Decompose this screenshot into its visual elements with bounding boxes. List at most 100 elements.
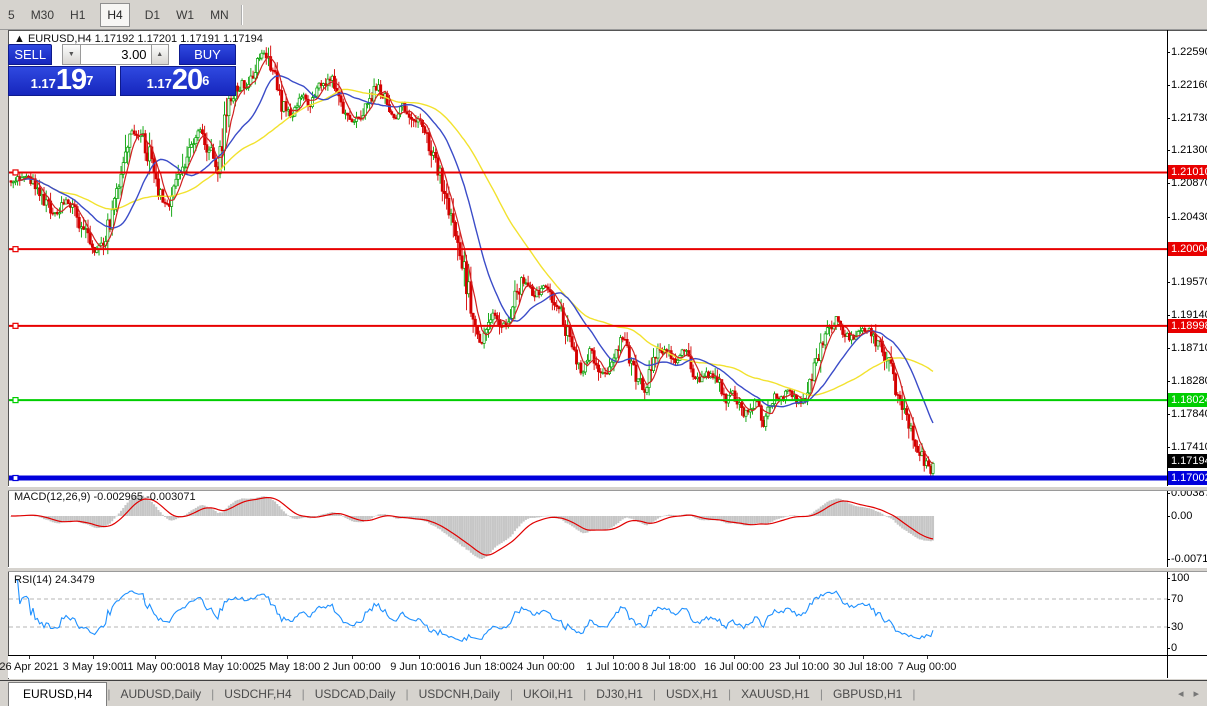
sell-quote-button[interactable]: 1.17 19 7	[8, 66, 116, 96]
volume-input[interactable]	[80, 46, 151, 63]
macd-histogram-bar	[511, 516, 514, 535]
macd-histogram-bar	[267, 497, 270, 516]
macd-histogram-bar	[667, 514, 670, 516]
macd-histogram-bar	[216, 512, 219, 516]
macd-histogram-bar	[100, 516, 103, 528]
macd-histogram-bar	[670, 514, 673, 516]
macd-histogram-bar	[606, 516, 609, 530]
macd-histogram-bar	[496, 516, 499, 546]
macd-histogram-bar	[342, 516, 345, 517]
chart-tab-usdchf[interactable]: USDCHF,H4	[224, 687, 292, 701]
timeframe-button-h1[interactable]: H1	[70, 7, 86, 22]
macd-histogram-bar	[322, 514, 325, 516]
macd-histogram-bar	[245, 498, 248, 516]
macd-histogram-bar	[619, 516, 622, 521]
chart-tab-usdcnh[interactable]: USDCNH,Daily	[418, 687, 500, 701]
macd-histogram-bar	[344, 516, 347, 518]
chart-tab-usdcad[interactable]: USDCAD,Daily	[314, 687, 396, 701]
chart-tab-gbpusd[interactable]: GBPUSD,H1	[832, 687, 903, 701]
chart-tab-dj30[interactable]: DJ30,H1	[596, 687, 643, 701]
macd-histogram-bar	[337, 513, 340, 516]
macd-histogram-bar	[441, 516, 444, 532]
macd-histogram-bar	[229, 503, 233, 516]
chart-tab-ukoil[interactable]: UKOil,H1	[523, 687, 574, 701]
macd-histogram-bar	[368, 516, 371, 519]
scroll-left-icon[interactable]: ◂	[1177, 688, 1184, 700]
chart-tab-xauusd[interactable]: XAUUSD,H1	[741, 687, 810, 701]
macd-histogram-bar	[879, 512, 882, 516]
rsi-label: RSI(14) 24.3479	[14, 574, 95, 586]
macd-indicator-canvas[interactable]	[9, 489, 1167, 567]
macd-histogram-bar	[247, 498, 250, 516]
volume-increase-icon[interactable]: ▲	[150, 44, 169, 65]
macd-histogram-bar	[593, 516, 596, 530]
macd-histogram-bar	[551, 516, 554, 517]
price-axis[interactable]: 1.22590 1.22160 1.21730 1.21300 1.20870 1.204…	[1167, 0, 1207, 678]
macd-histogram-bar	[762, 516, 765, 525]
macd-histogram-bar	[612, 516, 615, 527]
chart-ohlc-values: 1.17192 1.17201 1.17191 1.17194	[94, 33, 263, 45]
level-line-anchor	[12, 396, 19, 404]
chart-tab-eurusd[interactable]: EURUSD,H4	[8, 682, 108, 706]
panel-splitter[interactable]	[8, 567, 1207, 572]
macd-histogram-bar	[93, 516, 96, 528]
macd-histogram-bar	[830, 500, 833, 516]
timeframe-button-w1[interactable]: W1	[176, 7, 195, 22]
date-label: 7 Aug 00:00	[897, 661, 957, 673]
macd-histogram-bar	[263, 496, 266, 516]
macd-histogram-bar	[788, 515, 792, 516]
scroll-right-icon[interactable]: ▸	[1193, 688, 1199, 700]
macd-histogram-bar	[780, 516, 783, 519]
macd-histogram-bar	[232, 502, 235, 516]
date-axis[interactable]: 26 Apr 2021 3 May 19:00 11 May 00:00 18 May…	[0, 656, 1167, 678]
rsi-indicator-canvas[interactable]	[9, 571, 1167, 654]
timeframe-button-h4[interactable]: H4	[100, 2, 130, 27]
macd-histogram-bar	[777, 516, 781, 519]
macd-histogram-bar	[168, 516, 171, 521]
macd-histogram-bar	[419, 516, 422, 521]
macd-histogram-bar	[522, 516, 525, 522]
buy-quote-button[interactable]: 1.17 20 6	[120, 66, 236, 96]
macd-histogram-bar	[775, 516, 778, 520]
timeframe-button-m30[interactable]: M30	[30, 7, 55, 22]
macd-histogram-bar	[520, 516, 523, 524]
macd-histogram-bar	[698, 516, 701, 520]
macd-histogram-bar	[183, 515, 186, 516]
price-chart-canvas[interactable]	[9, 30, 1167, 486]
timeframe-button-5[interactable]: 5	[8, 7, 15, 22]
macd-histogram-bar	[91, 516, 94, 527]
macd-tick-mark	[1167, 516, 1170, 517]
price-tick-mark	[1167, 150, 1170, 151]
macd-histogram-bar	[553, 516, 556, 518]
volume-decrease-icon[interactable]: ▼	[62, 44, 81, 65]
macd-histogram-bar	[615, 516, 618, 525]
macd-histogram-bar	[78, 516, 81, 523]
price-tick-label: 1.18280	[1171, 375, 1207, 387]
macd-histogram-bar	[205, 506, 208, 516]
candles	[9, 45, 935, 477]
macd-histogram-bar	[108, 516, 112, 524]
macd-histogram-bar	[771, 516, 774, 522]
price-tick-label: 1.22590	[1171, 46, 1207, 58]
panel-splitter[interactable]	[8, 486, 1207, 491]
date-tick-mark	[93, 656, 94, 659]
sell-button[interactable]: SELL	[8, 44, 53, 65]
macd-histogram-bar	[711, 516, 715, 521]
macd-histogram-bar	[623, 516, 626, 519]
chart-tab-audusd[interactable]: AUDUSD,Daily	[120, 687, 202, 701]
timeframe-button-mn[interactable]: MN	[210, 7, 229, 22]
macd-histogram-bar	[650, 516, 653, 524]
tab-separator: |	[728, 687, 732, 701]
macd-histogram-bar	[320, 514, 323, 516]
macd-histogram-bar	[854, 506, 858, 516]
timeframe-button-d1[interactable]: D1	[144, 7, 161, 22]
macd-histogram-bar	[509, 516, 512, 537]
macd-tick-mark	[1167, 493, 1170, 494]
price-level-label: 1.17002	[1168, 471, 1207, 485]
buy-button[interactable]: BUY	[178, 44, 236, 65]
macd-histogram-bar	[887, 516, 891, 518]
panel-collapse-icon[interactable]: ▲	[14, 33, 25, 45]
macd-histogram-bar	[278, 506, 281, 516]
chart-tab-usdx[interactable]: USDX,H1	[666, 687, 719, 701]
macd-histogram-bar	[692, 516, 695, 517]
